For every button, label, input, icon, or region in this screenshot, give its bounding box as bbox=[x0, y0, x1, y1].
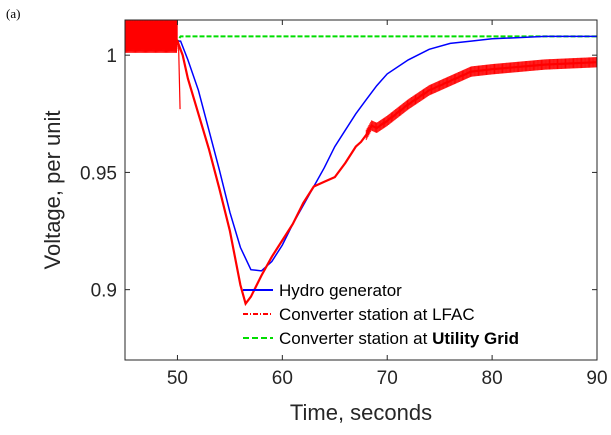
x-tick-label: 70 bbox=[377, 368, 398, 389]
legend-label: Converter station at Utility Grid bbox=[279, 329, 519, 348]
tick-layer: 50 60 70 80 90 0.9 0.95 1 bbox=[80, 20, 608, 389]
legend: Hydro generator Converter station at LFAC… bbox=[243, 281, 519, 348]
legend-label: Hydro generator bbox=[279, 281, 402, 300]
noise-layer bbox=[124, 20, 597, 141]
plot-frame bbox=[124, 19, 598, 361]
y-tick-label: 0.9 bbox=[91, 281, 117, 302]
y-tick-label: 0.95 bbox=[80, 163, 117, 184]
panel-label: (a) bbox=[6, 6, 21, 21]
legend-label: Converter station at LFAC bbox=[279, 305, 475, 324]
x-tick-label: 60 bbox=[272, 368, 293, 389]
x-tick-label: 50 bbox=[167, 368, 188, 389]
plot-area bbox=[125, 20, 597, 360]
y-tick-label: 1 bbox=[106, 46, 117, 67]
x-tick-label: 90 bbox=[586, 368, 607, 389]
x-axis-title: Time, seconds bbox=[290, 400, 432, 425]
y-axis-title: Voltage, per unit bbox=[40, 110, 65, 269]
x-tick-label: 80 bbox=[482, 368, 503, 389]
lfac-transient-spike bbox=[177, 41, 181, 110]
legend-label-bold: Utility Grid bbox=[427, 329, 519, 348]
